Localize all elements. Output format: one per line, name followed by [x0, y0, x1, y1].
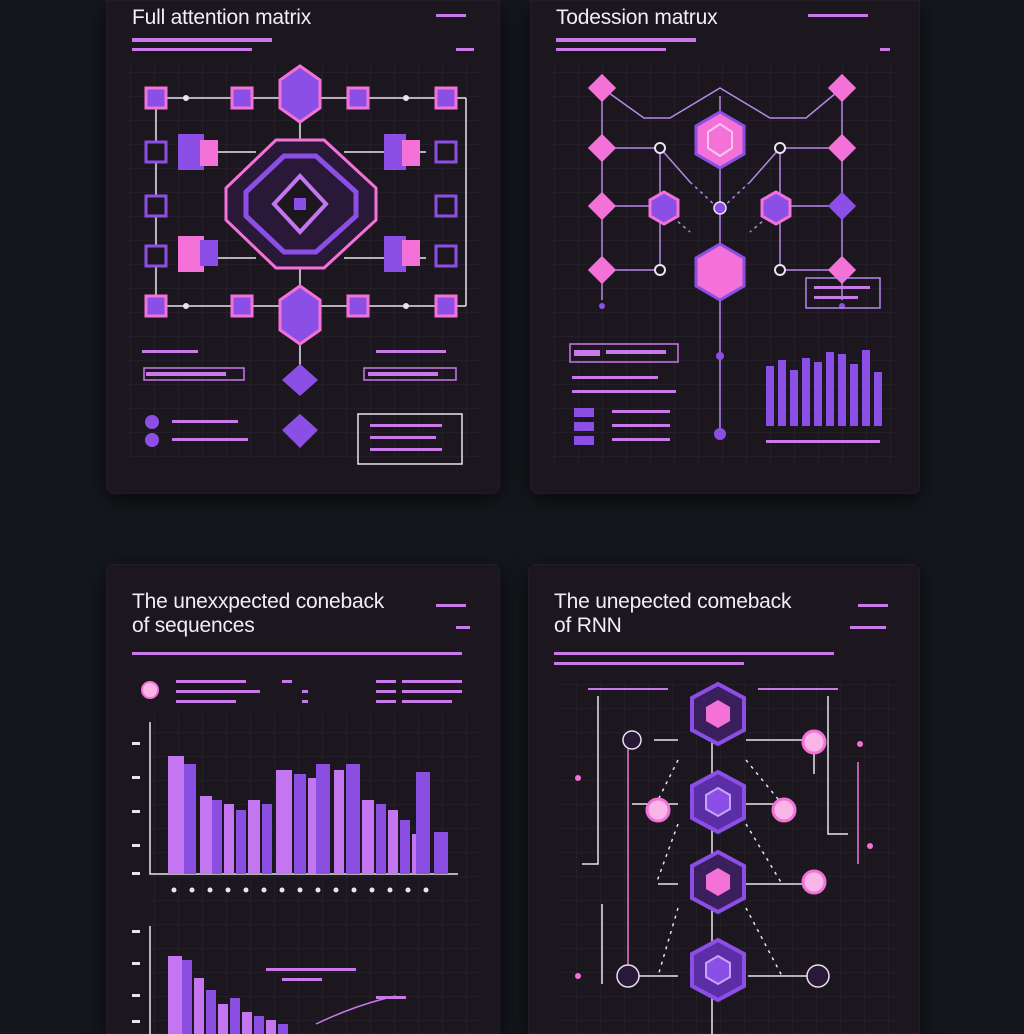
card-todession-matrux: Todession matrux [530, 0, 920, 494]
todession-diagram [552, 14, 898, 468]
card-title: Full attention matrix [132, 6, 311, 30]
sequences-bar-charts [132, 604, 480, 1034]
card-title-line: Full attention matrix [132, 6, 312, 29]
card-title-line: of sequences [132, 614, 255, 637]
card-title: The unepected comeback of RNN [554, 590, 791, 638]
card-title-line: The unexxpected coneback [132, 590, 385, 613]
card-title: Todession matrux [556, 6, 718, 30]
card-unexpected-comeback-sequences: The unexxpected coneback of sequences [106, 564, 500, 1034]
card-title-line: Todession matrux [556, 6, 718, 29]
rnn-diagram [554, 604, 898, 1034]
card-title-line: of RNN [554, 614, 622, 637]
card-title-line: The unepected comeback [554, 590, 792, 613]
card-title: The unexxpected coneback of sequences [132, 590, 384, 638]
card-unepected-comeback-rnn: The unepected comeback of RNN [528, 564, 920, 1034]
card-full-attention-matrix: Full attention matrix [106, 0, 500, 494]
attention-matrix-diagram [126, 14, 480, 465]
